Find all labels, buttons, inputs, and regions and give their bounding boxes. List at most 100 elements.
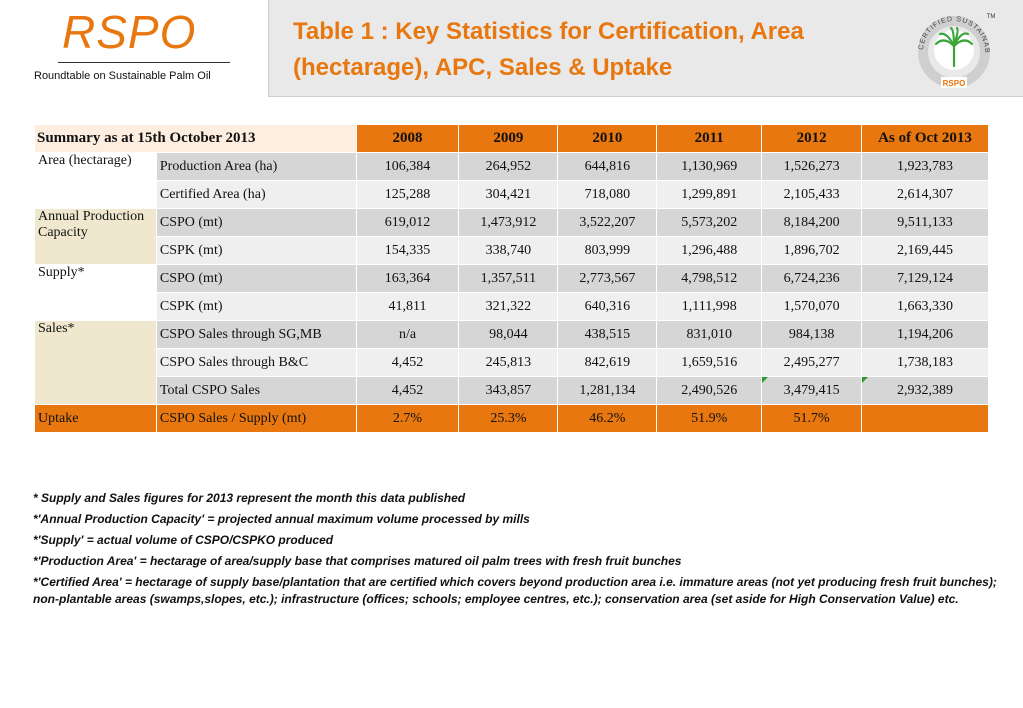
- table-cell: 46.2%: [557, 404, 658, 433]
- key-statistics-table: Summary as at 15th October 2013 2008 200…: [34, 124, 989, 433]
- table-cell: 842,619: [557, 348, 658, 377]
- year-header: As of Oct 2013: [861, 124, 989, 153]
- year-header: 2012: [761, 124, 863, 153]
- table-cell: 343,857: [458, 376, 559, 405]
- table-cell: 1,663,330: [861, 292, 989, 321]
- table-cell: 1,130,969: [656, 152, 763, 181]
- rspo-logo: RSPO: [62, 6, 197, 58]
- row-label: CSPO (mt): [155, 264, 357, 293]
- table-cell: 644,816: [557, 152, 658, 181]
- table-cell: 640,316: [557, 292, 658, 321]
- row-label: Certified Area (ha): [155, 180, 357, 209]
- table-cell: 125,288: [355, 180, 460, 209]
- table-cell: 264,952: [458, 152, 559, 181]
- table-cell: 51.9%: [656, 404, 763, 433]
- table-cell: 4,452: [355, 348, 460, 377]
- table-cell: 4,798,512: [656, 264, 763, 293]
- summary-label: Summary as at 15th October 2013: [34, 124, 357, 153]
- table-cell: 2,614,307: [861, 180, 989, 209]
- table-cell: 5,573,202: [656, 208, 763, 237]
- footnote: *'Annual Production Capacity' = projecte…: [33, 512, 530, 526]
- table-row: CSPK (mt) 154,335 338,740 803,999 1,296,…: [35, 236, 989, 265]
- table-cell: 9,511,133: [861, 208, 989, 237]
- footnote: *'Certified Area' = hectarage of supply …: [33, 575, 997, 606]
- row-label: CSPO Sales through B&C: [155, 348, 357, 377]
- table-cell: n/a: [355, 320, 460, 349]
- group-label-area: Area (hectarage): [34, 152, 157, 209]
- table-cell: 718,080: [557, 180, 658, 209]
- row-label: CSPO Sales through SG,MB: [155, 320, 357, 349]
- table-cell: 245,813: [458, 348, 559, 377]
- row-label: Total CSPO Sales: [155, 376, 357, 405]
- year-header: 2009: [458, 124, 559, 153]
- table-cell: 2,490,526: [656, 376, 763, 405]
- logo-subtitle: Roundtable on Sustainable Palm Oil: [34, 70, 211, 82]
- table-cell: 3,479,415: [761, 376, 863, 405]
- table-row: Annual Production Capacity CSPO (mt) 619…: [34, 208, 989, 265]
- table-cell: 51.7%: [761, 404, 863, 433]
- row-label: CSPK (mt): [155, 236, 357, 265]
- table-cell: 3,522,207: [557, 208, 658, 237]
- table-cell: 304,421: [458, 180, 559, 209]
- table-cell: 4,452: [355, 376, 460, 405]
- group-label-apc: Annual Production Capacity: [34, 208, 157, 265]
- table-row: CSPK (mt) 41,811 321,322 640,316 1,111,9…: [35, 292, 989, 321]
- table-cell: 7,129,124: [861, 264, 989, 293]
- cspo-seal-icon: CERTIFIED SUSTAINABLE PALM OIL RSPO TM: [909, 6, 996, 88]
- header-logo-area: RSPO Roundtable on Sustainable Palm Oil: [0, 0, 268, 96]
- table-cell: 1,111,998: [656, 292, 763, 321]
- table-cell: 803,999: [557, 236, 658, 265]
- logo-underline: [58, 62, 230, 63]
- year-header: 2011: [656, 124, 763, 153]
- group-label-sales: Sales*: [34, 320, 157, 405]
- table-cell: 438,515: [557, 320, 658, 349]
- row-label: CSPO Sales / Supply (mt): [155, 404, 357, 433]
- table-cell: 6,724,236: [761, 264, 863, 293]
- group-label-uptake: Uptake: [34, 404, 157, 433]
- table-cell: 98,044: [458, 320, 559, 349]
- footnotes: * Supply and Sales figures for 2013 repr…: [33, 490, 998, 612]
- table-row: Certified Area (ha) 125,288 304,421 718,…: [35, 180, 989, 209]
- table-cell: 338,740: [458, 236, 559, 265]
- table-cell: 2,495,277: [761, 348, 863, 377]
- table-cell: 25.3%: [458, 404, 559, 433]
- table-cell: 163,364: [355, 264, 460, 293]
- table-cell: [861, 404, 989, 433]
- table-row: Area (hectarage) Production Area (ha) 10…: [34, 152, 989, 209]
- table-row: Supply* CSPO (mt) 163,364 1,357,511 2,77…: [34, 264, 989, 321]
- table-cell: 1,299,891: [656, 180, 763, 209]
- table-cell: 41,811: [355, 292, 460, 321]
- table-cell: 1,526,273: [761, 152, 863, 181]
- table-cell: 1,281,134: [557, 376, 658, 405]
- table-cell: 2,773,567: [557, 264, 658, 293]
- uptake-row: Uptake CSPO Sales / Supply (mt) 2.7% 25.…: [34, 404, 989, 433]
- table-cell: 1,738,183: [861, 348, 989, 377]
- table-cell: 1,473,912: [458, 208, 559, 237]
- row-label: CSPO (mt): [155, 208, 357, 237]
- row-label: CSPK (mt): [155, 292, 357, 321]
- table-cell: 2.7%: [355, 404, 460, 433]
- year-header: 2008: [355, 124, 460, 153]
- table-header-row: Summary as at 15th October 2013 2008 200…: [34, 124, 989, 153]
- table-cell: 321,322: [458, 292, 559, 321]
- footnote: * Supply and Sales figures for 2013 repr…: [33, 491, 466, 505]
- table-cell: 2,105,433: [761, 180, 863, 209]
- title-banner: Table 1 : Key Statistics for Certificati…: [268, 0, 1023, 97]
- table-cell: 2,169,445: [861, 236, 989, 265]
- table-row: Sales* CSPO Sales through SG,MB n/a 98,0…: [34, 320, 989, 405]
- group-label-supply: Supply*: [34, 264, 157, 321]
- table-cell: 1,194,206: [861, 320, 989, 349]
- table-row: Total CSPO Sales 4,452 343,857 1,281,134…: [35, 376, 989, 405]
- table-cell: 154,335: [355, 236, 460, 265]
- table-cell: 1,570,070: [761, 292, 863, 321]
- seal-badge: RSPO: [943, 79, 966, 88]
- table-cell: 8,184,200: [761, 208, 863, 237]
- row-label: Production Area (ha): [155, 152, 357, 181]
- table-cell: 1,896,702: [761, 236, 863, 265]
- table-row: CSPO Sales through B&C 4,452 245,813 842…: [35, 348, 989, 377]
- page-title: Table 1 : Key Statistics for Certificati…: [293, 18, 804, 81]
- table-cell: 2,932,389: [861, 376, 989, 405]
- table-cell: 106,384: [355, 152, 460, 181]
- table-cell: 831,010: [656, 320, 763, 349]
- seal-tm: TM: [987, 14, 996, 20]
